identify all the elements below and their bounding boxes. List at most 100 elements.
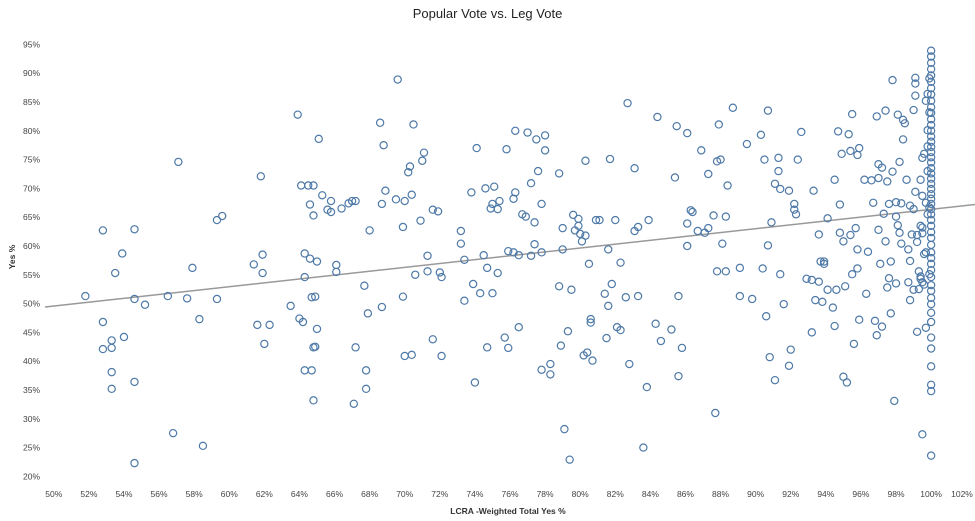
data-point [307, 366, 316, 375]
data-point [926, 189, 936, 199]
data-point [914, 267, 924, 276]
data-point [895, 228, 904, 237]
data-point [312, 324, 322, 334]
data-point [568, 210, 578, 220]
data-point [305, 254, 315, 263]
data-point [174, 157, 183, 167]
data-point [867, 176, 876, 185]
y-axis-ticks: 20% 25% 30% 35% 40% 45% 50% 55% 60% 65% 70% 75% 80% 8… [23, 39, 40, 481]
data-point [644, 215, 653, 225]
data-point [704, 223, 713, 233]
data-point [926, 126, 936, 135]
data-point [791, 210, 801, 219]
data-point [890, 396, 899, 406]
data-point [595, 215, 604, 225]
data-point [760, 155, 769, 164]
data-point [523, 128, 532, 137]
data-point [853, 264, 862, 273]
data-point [286, 301, 295, 311]
data-point [686, 206, 695, 215]
data-point [926, 265, 936, 275]
data-point [482, 343, 492, 352]
data-point [926, 164, 936, 173]
data-point [814, 230, 824, 239]
x-tick-label: 70% [396, 489, 413, 499]
data-point [130, 225, 139, 234]
data-point [844, 130, 853, 139]
data-point [742, 139, 752, 149]
x-tick-label: 50% [45, 489, 62, 499]
data-point [709, 211, 718, 220]
data-point [774, 166, 783, 176]
data-point [361, 384, 371, 394]
data-point [605, 154, 615, 164]
data-point [819, 257, 829, 266]
data-point [839, 237, 848, 246]
data-point [437, 272, 446, 282]
data-point [683, 241, 692, 251]
data-point [118, 249, 127, 258]
y-tick-label: 35% [23, 385, 40, 395]
x-tick-label: 102% [951, 489, 973, 499]
data-point [540, 131, 550, 140]
data-point [830, 321, 839, 331]
data-point [163, 291, 173, 301]
data-point [583, 348, 592, 357]
data-point [265, 320, 274, 330]
data-point [828, 303, 838, 312]
x-tick-label: 100% [920, 489, 942, 499]
data-point [472, 143, 481, 153]
data-point [862, 289, 871, 298]
data-point [879, 209, 888, 218]
data-point [716, 155, 725, 164]
x-tick-label: 96% [852, 489, 869, 499]
data-point [807, 328, 817, 337]
data-point [521, 212, 530, 221]
y-tick-label: 75% [23, 155, 40, 165]
data-point [467, 188, 476, 197]
data-point [886, 309, 895, 318]
data-point [876, 259, 885, 269]
data-point [304, 181, 313, 190]
data-point [670, 173, 680, 182]
y-tick-label: 25% [23, 443, 40, 453]
data-point [258, 250, 267, 259]
data-point [504, 343, 513, 353]
y-tick-label: 85% [23, 97, 40, 107]
y-tick-label: 40% [23, 356, 40, 366]
data-point [784, 361, 794, 370]
y-tick-label: 50% [23, 299, 40, 309]
data-point [511, 188, 520, 197]
data-point [554, 282, 564, 291]
data-point [604, 301, 613, 311]
data-point [672, 121, 681, 131]
data-point [683, 219, 692, 228]
data-point [926, 380, 936, 389]
data-point [926, 204, 936, 214]
x-tick-label: 94% [817, 489, 834, 499]
data-points [81, 46, 936, 468]
data-point [919, 280, 929, 289]
data-point [98, 344, 108, 354]
data-point [926, 153, 936, 162]
data-point [776, 270, 785, 279]
data-point [212, 294, 222, 304]
data-point [863, 247, 873, 256]
data-point [926, 174, 936, 183]
data-point [790, 205, 799, 214]
data-point [904, 245, 913, 254]
data-point [718, 239, 727, 248]
data-point [326, 196, 336, 206]
data-point [532, 135, 541, 144]
data-point [926, 158, 936, 167]
data-point [119, 332, 129, 342]
y-tick-label: 95% [23, 39, 40, 49]
data-point [918, 430, 927, 439]
data-point [130, 377, 139, 387]
data-point [918, 223, 927, 232]
data-point [490, 182, 499, 191]
data-point [872, 112, 881, 121]
data-point [835, 200, 845, 209]
data-point [840, 282, 850, 291]
data-point [563, 327, 573, 336]
